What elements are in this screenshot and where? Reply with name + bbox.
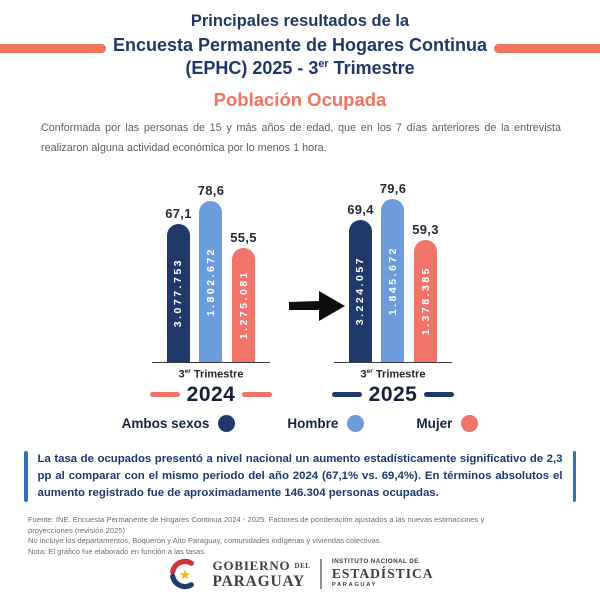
bar-2024-mujer: 55,5 1.275.081 bbox=[230, 230, 257, 362]
bar-shape: 3.077.753 bbox=[166, 224, 190, 362]
ine-line3: PARAGUAY bbox=[331, 581, 377, 588]
ine-line2: ESTADÍSTICA bbox=[331, 566, 434, 582]
svg-text:★: ★ bbox=[178, 567, 191, 583]
legend-label: Ambos sexos bbox=[121, 416, 210, 431]
bar-value-label: 1.378.385 bbox=[419, 266, 432, 336]
title3-rest: Trimestre bbox=[328, 58, 415, 78]
highlight-rule-left bbox=[24, 451, 28, 503]
rate-label: 67,1 bbox=[165, 206, 192, 221]
year-dash-right bbox=[242, 392, 273, 398]
bar-value-label: 3.077.753 bbox=[172, 258, 185, 328]
footnote-source: Fuente: INE. Encuesta Permanente de Hoga… bbox=[28, 515, 485, 535]
period-rest: Trimestre bbox=[372, 368, 426, 381]
rate-label: 78,6 bbox=[197, 183, 225, 198]
bars-2024: 67,1 3.077.753 78,6 1.802.672 55,5 1.275.081 bbox=[146, 180, 276, 362]
highlight-box: La tasa de ocupados presentó a nivel nac… bbox=[24, 451, 576, 503]
period-text: 3 bbox=[178, 368, 185, 381]
chart-group-2024: 67,1 3.077.753 78,6 1.802.672 55,5 1.275.081 … bbox=[146, 180, 276, 407]
year-label-2024: 2024 bbox=[146, 383, 276, 407]
paraguay-government-emblem-icon: ★ bbox=[169, 558, 194, 590]
bar-value-label: 3.224.057 bbox=[354, 256, 367, 326]
chart-group-2025: 69,4 3.224.057 79,6 1.845.672 59,3 1.378.385 … bbox=[328, 180, 458, 407]
legend-item-ambos-sexos: Ambos sexos bbox=[122, 415, 236, 432]
gobierno-paraguay-logo-text: GOBIERNO DEL PARAGUAY bbox=[213, 559, 311, 590]
page-title-line2: Encuesta Permanente de Hogares Continua bbox=[112, 35, 488, 55]
period-label-2024: 3er Trimestre bbox=[146, 368, 276, 381]
year-text: 2024 bbox=[186, 382, 236, 406]
highlight-rule-right bbox=[572, 451, 576, 503]
gobierno-word: GOBIERNO bbox=[212, 557, 291, 573]
del-word: DEL bbox=[294, 561, 311, 570]
paraguay-word: PARAGUAY bbox=[212, 572, 306, 590]
ine-logo-text: INSTITUTO NACIONAL DE ESTADÍSTICA PARAGU… bbox=[332, 559, 434, 588]
legend-label: Mujer bbox=[416, 416, 453, 431]
axis-line-2024 bbox=[152, 362, 270, 363]
bar-value-label: 1.845.672 bbox=[386, 245, 399, 316]
highlight-text: La tasa de ocupados presentó a nivel nac… bbox=[37, 453, 563, 500]
period-rest: Trimestre bbox=[190, 368, 244, 381]
bar-2025-mujer: 59,3 1.378.385 bbox=[412, 222, 439, 362]
footnotes: Fuente: INE. Encuesta Permanente de Hoga… bbox=[28, 515, 498, 558]
footer-logos: ★ GOBIERNO DEL PARAGUAY INSTITUTO NACION… bbox=[0, 556, 600, 592]
period-superscript: er bbox=[184, 368, 191, 375]
legend-dot-icon bbox=[461, 415, 479, 432]
legend-dot-icon bbox=[347, 415, 365, 432]
bar-value-label: 1.802.672 bbox=[204, 246, 217, 317]
year-dash-left bbox=[149, 392, 180, 398]
bar-2025-ambos-sexos: 69,4 3.224.057 bbox=[347, 202, 374, 362]
year-text: 2025 bbox=[368, 382, 418, 406]
page-title-line1: Principales resultados de la bbox=[190, 12, 410, 30]
bar-chart: 67,1 3.077.753 78,6 1.802.672 55,5 1.275.081 … bbox=[0, 180, 600, 412]
section-title: Población Ocupada bbox=[213, 89, 387, 110]
period-superscript: er bbox=[366, 368, 373, 375]
footnote-method: Nota: El gráfico fue elaborado en funció… bbox=[28, 546, 207, 556]
ine-line1: INSTITUTO NACIONAL DE bbox=[331, 558, 419, 566]
rate-label: 55,5 bbox=[230, 230, 257, 245]
period-text: 3 bbox=[360, 368, 367, 381]
bar-2024-ambos-sexos: 67,1 3.077.753 bbox=[165, 206, 192, 362]
axis-line-2025 bbox=[334, 362, 452, 363]
year-dash-left bbox=[331, 392, 362, 398]
footnote-coverage: No incluye los departamentos, Boquerón y… bbox=[28, 536, 382, 546]
footer-divider bbox=[320, 559, 322, 589]
year-label-2025: 2025 bbox=[328, 383, 458, 407]
legend-dot-icon bbox=[218, 415, 236, 432]
bar-2024-hombre: 78,6 1.802.672 bbox=[198, 183, 225, 362]
bar-shape: 1.378.385 bbox=[414, 240, 437, 362]
bar-shape: 3.224.057 bbox=[348, 220, 372, 362]
legend-item-mujer: Mujer bbox=[416, 415, 479, 432]
bars-2025: 69,4 3.224.057 79,6 1.845.672 59,3 1.378.385 bbox=[328, 180, 458, 362]
year-dash-right bbox=[424, 392, 455, 398]
bar-shape: 1.845.672 bbox=[381, 199, 405, 362]
page-title-line3: (EPHC) 2025 - 3er Trimestre bbox=[0, 58, 600, 79]
header-accent-right bbox=[494, 44, 600, 53]
legend-item-hombre: Hombre bbox=[287, 415, 365, 432]
rate-label: 69,4 bbox=[347, 202, 374, 217]
title3-superscript: er bbox=[318, 58, 329, 70]
bar-shape: 1.802.672 bbox=[199, 201, 223, 362]
chart-legend: Ambos sexos Hombre Mujer bbox=[0, 415, 600, 432]
bar-2025-hombre: 79,6 1.845.672 bbox=[380, 181, 407, 362]
arrow-right-icon bbox=[289, 291, 345, 321]
legend-label: Hombre bbox=[287, 416, 339, 431]
rate-label: 59,3 bbox=[412, 222, 439, 237]
rate-label: 79,6 bbox=[379, 181, 407, 196]
bar-value-label: 1.275.081 bbox=[237, 270, 250, 340]
title3-text: (EPHC) 2025 - 3 bbox=[185, 58, 319, 78]
header-accent-left bbox=[0, 44, 106, 53]
bar-shape: 1.275.081 bbox=[232, 248, 255, 362]
period-label-2025: 3er Trimestre bbox=[328, 368, 458, 381]
description-text: Conformada por las personas de 15 y más … bbox=[41, 122, 561, 154]
